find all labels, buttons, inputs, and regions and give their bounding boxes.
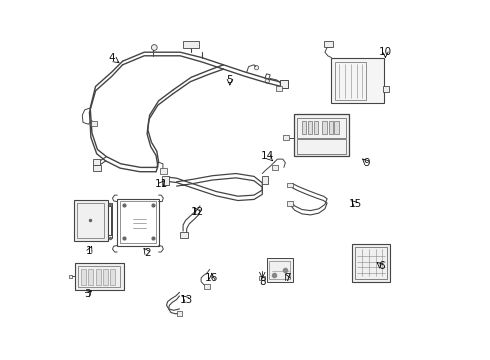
Text: 4: 4: [108, 53, 115, 63]
Bar: [322, 121, 327, 134]
Bar: [294, 114, 349, 156]
Circle shape: [254, 66, 259, 70]
Bar: [383, 86, 389, 92]
Bar: [69, 275, 72, 278]
Bar: [262, 176, 269, 184]
Bar: [93, 165, 101, 171]
Bar: [308, 121, 312, 134]
Bar: [297, 139, 346, 154]
Bar: [93, 159, 99, 165]
Bar: [117, 199, 159, 246]
Bar: [297, 118, 346, 138]
Bar: [335, 62, 366, 100]
Text: 7: 7: [284, 273, 291, 283]
Bar: [75, 263, 123, 290]
Text: 3: 3: [84, 289, 91, 300]
Bar: [288, 201, 293, 206]
Bar: [334, 121, 339, 134]
Bar: [110, 269, 115, 285]
Text: 1: 1: [86, 246, 93, 256]
Circle shape: [265, 79, 270, 83]
Text: 14: 14: [261, 150, 274, 161]
Bar: [78, 266, 121, 287]
Bar: [259, 276, 265, 280]
Text: 16: 16: [205, 273, 219, 283]
Bar: [74, 200, 108, 241]
Text: 11: 11: [155, 179, 168, 189]
Circle shape: [151, 45, 157, 50]
Bar: [328, 121, 333, 134]
Text: 8: 8: [259, 276, 266, 287]
Text: 13: 13: [180, 294, 193, 305]
Bar: [160, 168, 167, 174]
Bar: [324, 41, 333, 47]
Bar: [162, 176, 169, 185]
Text: 5: 5: [226, 75, 233, 85]
Bar: [331, 58, 384, 103]
Bar: [314, 121, 319, 134]
Bar: [103, 269, 108, 285]
Bar: [176, 311, 182, 316]
Bar: [204, 284, 210, 289]
Text: 2: 2: [144, 248, 150, 258]
Text: 10: 10: [379, 47, 392, 57]
Bar: [183, 41, 199, 48]
Bar: [288, 183, 293, 187]
Text: 6: 6: [378, 261, 384, 271]
Bar: [272, 165, 278, 170]
Bar: [180, 232, 188, 238]
Bar: [283, 135, 289, 140]
Bar: [270, 261, 291, 279]
Bar: [302, 121, 306, 134]
Text: 15: 15: [349, 199, 363, 210]
Bar: [352, 244, 390, 282]
Bar: [120, 201, 156, 243]
Bar: [268, 258, 293, 282]
Bar: [77, 203, 104, 238]
Bar: [280, 80, 288, 88]
Text: 12: 12: [191, 207, 204, 217]
Bar: [96, 269, 100, 285]
Bar: [91, 121, 97, 126]
Bar: [88, 269, 94, 285]
Bar: [275, 86, 282, 91]
Bar: [355, 247, 387, 279]
Text: 9: 9: [364, 158, 370, 168]
Bar: [81, 269, 86, 285]
